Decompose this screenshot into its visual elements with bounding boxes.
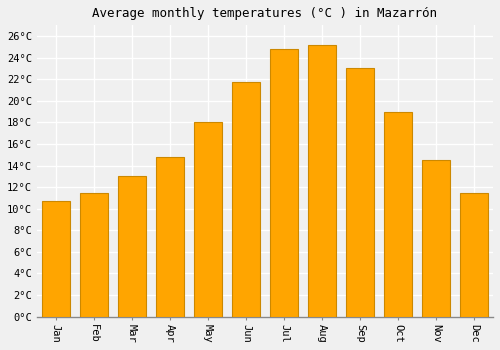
Bar <box>232 83 260 317</box>
Bar <box>422 160 450 317</box>
Bar <box>270 49 298 317</box>
Bar <box>308 45 336 317</box>
Bar <box>194 122 222 317</box>
Bar <box>118 176 146 317</box>
Bar <box>384 112 412 317</box>
Title: Average monthly temperatures (°C ) in Mazarrón: Average monthly temperatures (°C ) in Ma… <box>92 7 438 20</box>
Bar <box>460 193 488 317</box>
Bar <box>80 193 108 317</box>
Bar <box>156 157 184 317</box>
Bar <box>346 69 374 317</box>
Bar <box>42 201 70 317</box>
